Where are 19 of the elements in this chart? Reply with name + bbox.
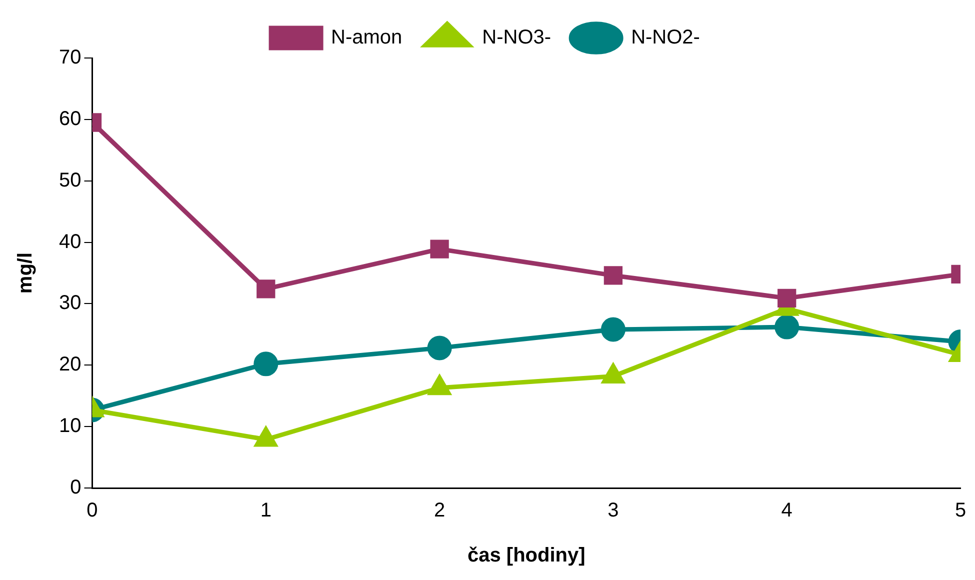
legend-label: N-NO2-	[631, 26, 700, 49]
y-tick-label: 30	[58, 292, 82, 314]
x-tick-label: 3	[608, 500, 619, 522]
x-tick-label: 5	[954, 500, 966, 522]
y-tick-label: 60	[58, 108, 82, 130]
y-tick-label: 40	[58, 230, 82, 253]
y-tick-label: 70	[58, 46, 82, 69]
x-tick-label: 1	[260, 500, 272, 522]
x-tick-label: 0	[86, 500, 98, 522]
y-tick-label: 0	[70, 476, 82, 499]
legend-label: N-amon	[331, 26, 402, 49]
y-tick-label: 50	[58, 169, 82, 192]
y-tick-label: 10	[58, 415, 82, 438]
y-tick-label: 20	[58, 354, 82, 376]
legend-label: N-NO3-	[482, 26, 552, 49]
x-axis-title: čas [hodiny]	[467, 544, 586, 567]
y-axis-title: mg/l	[14, 252, 37, 294]
x-tick-label: 2	[434, 500, 446, 522]
x-tick-label: 4	[781, 500, 792, 522]
